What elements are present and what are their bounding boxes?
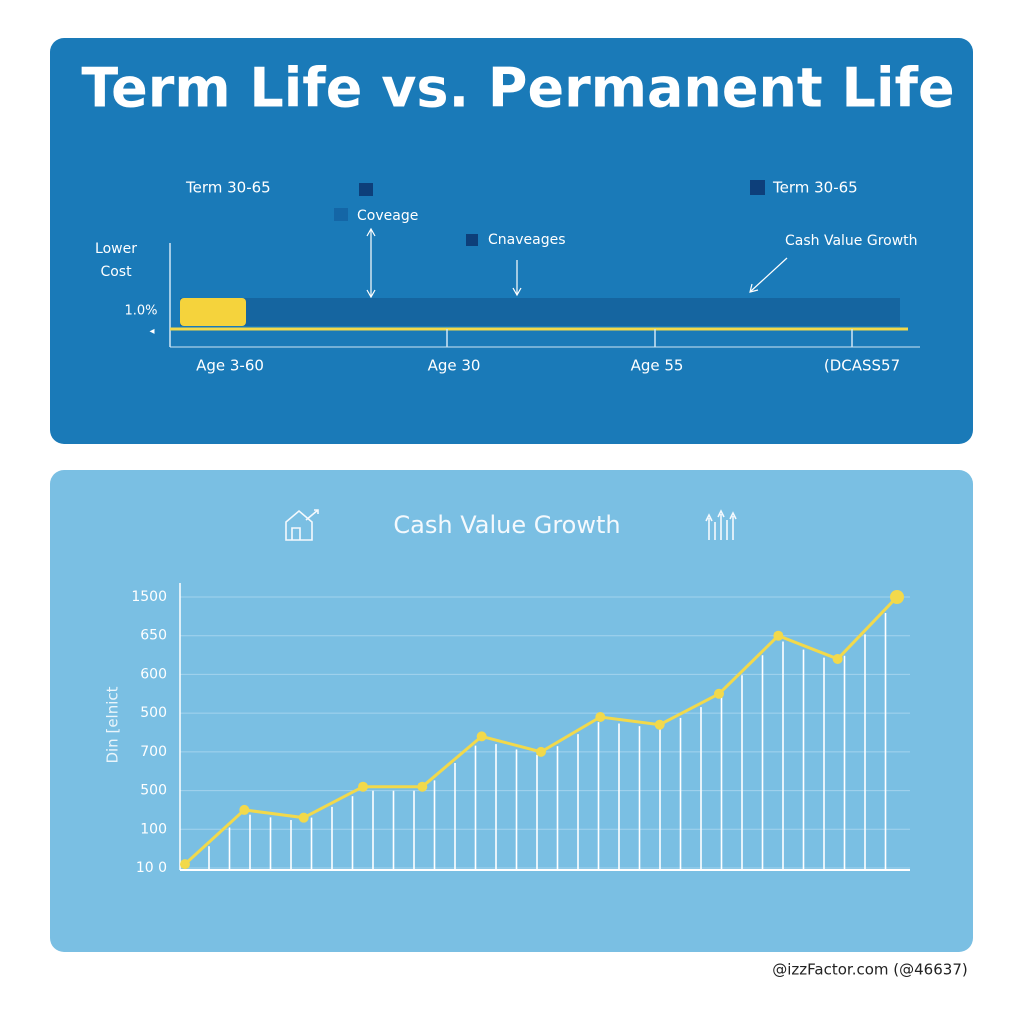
y-tick-label: 100	[140, 821, 167, 837]
data-point	[239, 804, 250, 815]
data-point	[595, 712, 606, 723]
coverage-label: Coveage	[357, 208, 418, 224]
y-tick-label: 1500	[131, 589, 167, 605]
legend-label: Term 30-65	[772, 179, 858, 197]
data-point	[180, 859, 190, 870]
data-point	[476, 731, 487, 742]
chart-title: Cash Value Growth	[393, 511, 620, 539]
data-point	[417, 781, 428, 792]
y-tick-label: 500	[140, 783, 167, 799]
lower-cost-box: Lower Cost	[95, 241, 137, 280]
data-point	[358, 781, 368, 792]
data-point	[714, 688, 724, 699]
house-icon	[285, 509, 313, 541]
coverages-label: Cnaveages	[488, 232, 566, 248]
age-label: (DCASS57	[824, 357, 900, 375]
data-point	[654, 719, 665, 730]
data-point	[298, 812, 309, 823]
age-label: Age 3-60	[196, 357, 264, 375]
arrow-head	[512, 287, 522, 297]
data-point	[773, 630, 784, 641]
legend-label: Term 30-65	[185, 179, 271, 197]
main-title: Term Life vs. Permanent Life	[81, 57, 954, 120]
timeline-bar	[180, 298, 246, 326]
lower-cost-label: Lower Cost	[95, 241, 137, 280]
y-tick-label: 650	[140, 628, 167, 644]
age-label: Age 55	[631, 357, 684, 375]
legend-swatch	[359, 183, 373, 196]
bottom-panel	[50, 470, 973, 952]
data-point	[536, 746, 546, 757]
cash-value-label: Cash Value Growth	[785, 233, 918, 249]
legend-swatch	[750, 180, 765, 195]
footer-credit: @izzFactor.com (@46637)	[772, 961, 967, 979]
y-tick-label: 700	[140, 744, 167, 760]
arrow-head	[749, 283, 759, 293]
timeline-track	[180, 298, 900, 326]
data-point	[832, 653, 843, 664]
icons	[285, 509, 737, 541]
age-label: Age 30	[428, 357, 481, 375]
y-tick-label: 500	[140, 705, 167, 721]
legend-swatch	[334, 208, 348, 221]
data-point	[890, 590, 904, 604]
growth-icon	[705, 509, 737, 540]
arrow-head	[366, 227, 376, 299]
rate-label: 1.0%	[124, 304, 157, 319]
arrow	[750, 257, 788, 292]
arrows	[366, 227, 788, 299]
legend-swatch	[466, 234, 478, 246]
y-axis-title: Din [elnict	[104, 686, 122, 763]
y-tick-label: 10 0	[136, 860, 167, 876]
marker: ◂	[149, 326, 154, 337]
top-panel	[50, 38, 973, 444]
y-tick-label: 600	[140, 666, 167, 682]
house-icon-arrow	[305, 509, 319, 521]
